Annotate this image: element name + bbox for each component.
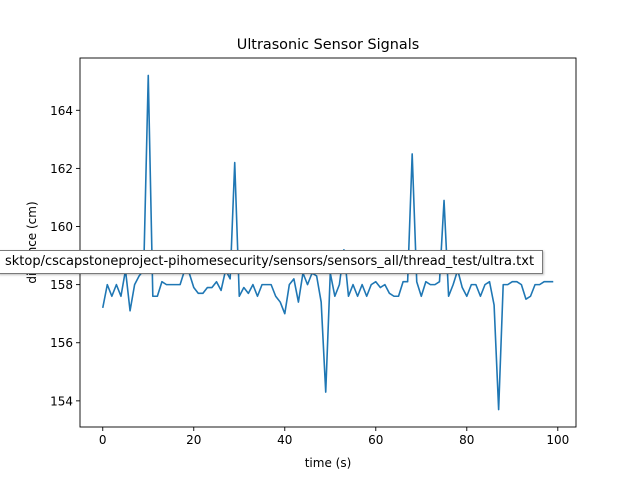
tooltip-text: sktop/cscapstoneproject-pihomesecurity/s… [5, 254, 535, 269]
x-tick-label: 80 [459, 433, 474, 447]
x-tick-label: 100 [546, 433, 569, 447]
y-axis-ticks: 154 156 158 160 162 164 [50, 104, 80, 408]
y-tick-label: 158 [50, 278, 73, 292]
axes-frame [79, 57, 577, 428]
y-tick-label: 162 [50, 162, 73, 176]
plot-area: 0 20 40 60 80 100 154 156 158 160 162 164 [50, 57, 577, 447]
x-tick-label: 0 [99, 433, 107, 447]
x-tick-label: 20 [186, 433, 201, 447]
file-path-tooltip: sktop/cscapstoneproject-pihomesecurity/s… [0, 250, 544, 274]
y-tick-label: 156 [50, 336, 73, 350]
y-tick-label: 164 [50, 104, 73, 118]
series-line [101, 74, 554, 411]
y-tick-label: 154 [50, 394, 73, 408]
x-tick-label: 40 [277, 433, 292, 447]
x-axis-ticks: 0 20 40 60 80 100 [99, 427, 569, 447]
x-tick-label: 60 [368, 433, 383, 447]
chart-title: Ultrasonic Sensor Signals [237, 37, 419, 53]
y-tick-label: 160 [50, 220, 73, 234]
x-axis-label: time (s) [305, 456, 352, 470]
